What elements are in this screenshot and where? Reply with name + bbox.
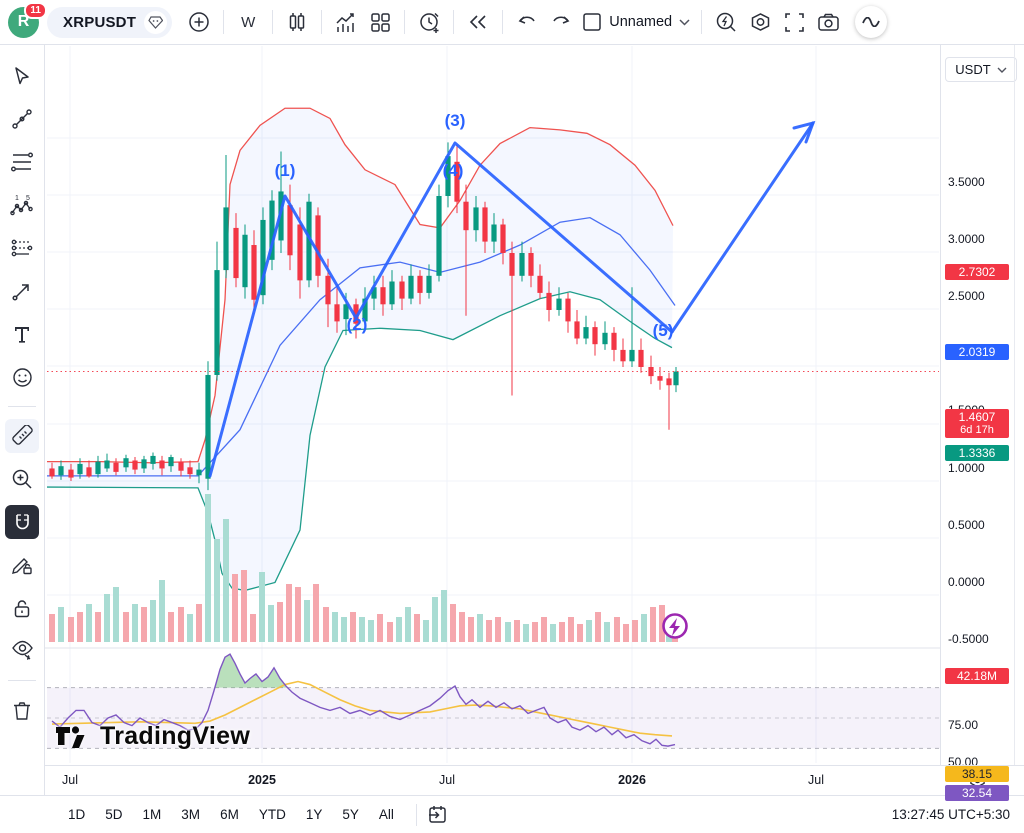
alert-icon[interactable] (412, 5, 446, 39)
layout-name: Unnamed (609, 14, 673, 30)
settings-icon[interactable] (743, 5, 777, 39)
range-button-5d[interactable]: 5D (105, 807, 123, 822)
layout-square-icon (583, 13, 601, 31)
price-tick: -0.5000 (948, 632, 989, 646)
replay-icon[interactable] (461, 5, 495, 39)
price-tick: 0.0000 (948, 575, 985, 589)
add-symbol-button[interactable] (182, 5, 216, 39)
hide-all-tool[interactable] (5, 634, 39, 668)
top-toolbar: R 11 XRPUSDT W (0, 0, 1024, 45)
go-to-date-icon[interactable] (427, 804, 448, 825)
range-button-1d[interactable]: 1D (68, 807, 86, 822)
svg-text:5: 5 (26, 195, 30, 202)
last-price-value: 1.4607 (958, 409, 996, 424)
lock-all-tool[interactable] (5, 591, 39, 625)
undo-icon[interactable] (510, 5, 544, 39)
chart-area[interactable]: (1) (2) (3) (4) (5) TradingView USDT 3.5000 3… (45, 45, 1024, 808)
arrow-marker-tool[interactable] (5, 274, 39, 308)
avatar-letter: R (17, 13, 30, 30)
drawing-lock-tool[interactable] (5, 548, 39, 582)
currency-label: USDT (955, 62, 991, 77)
price-tick: 2.5000 (948, 289, 985, 303)
text-tool[interactable] (5, 317, 39, 351)
price-tick: 1.0000 (948, 461, 985, 475)
price-tick: 3.0000 (948, 232, 985, 246)
range-button-1y[interactable]: 1Y (305, 807, 323, 822)
time-axis[interactable]: Jul 2025 Jul 2026 Jul (45, 765, 1024, 795)
candles-layer (49, 142, 679, 491)
chart-canvas[interactable]: (1) (2) (3) (4) (5) (45, 45, 940, 765)
price-tick: 3.5000 (948, 175, 985, 189)
symbol-name: XRPUSDT (63, 13, 137, 31)
wave-label-5[interactable]: (5) (653, 321, 674, 340)
emoji-tool[interactable] (5, 360, 39, 394)
trend-line-tool[interactable] (5, 102, 39, 136)
range-button-1m[interactable]: 1M (142, 807, 162, 822)
range-button-3m[interactable]: 3M (181, 807, 201, 822)
price-axis[interactable]: USDT 3.50003.00002.50002.00001.50001.000… (940, 45, 1024, 808)
elliott-wave-drawing[interactable]: (1) (2) (3) (4) (5) (208, 111, 816, 478)
bottom-toolbar: 1D 5D 1M 3M 6M YTD 1Y 5Y All 13:27:45 UTC+5:30 (0, 795, 1024, 833)
quick-search-icon[interactable] (709, 5, 743, 39)
fullscreen-icon[interactable] (777, 5, 811, 39)
projection-tool[interactable] (5, 231, 39, 265)
rsi-ma-badge: 38.15 (945, 766, 1009, 782)
volume-badge: 42.18M (945, 668, 1009, 684)
svg-text:1: 1 (15, 195, 19, 202)
price-level-badge-mid: 2.0319 (945, 344, 1009, 360)
bollinger-bands (46, 107, 676, 592)
wave-label-4[interactable]: (4) (443, 161, 464, 180)
currency-toggle[interactable]: USDT (945, 57, 1017, 82)
last-price-badge: 1.4607 6d 17h (945, 409, 1009, 438)
time-tick: Jul (439, 773, 455, 787)
remove-all-tool[interactable] (5, 693, 39, 727)
symbol-search-button[interactable]: XRPUSDT (47, 6, 173, 38)
squiggle-icon (862, 17, 880, 27)
notification-badge: 11 (24, 1, 47, 19)
time-tick: 2025 (248, 773, 276, 787)
flash-marker-icon[interactable] (662, 613, 688, 639)
measure-ruler-tool[interactable] (5, 419, 39, 453)
rsi-pane (47, 653, 940, 749)
range-button-6m[interactable]: 6M (220, 807, 239, 822)
indicator-templates-icon[interactable] (363, 5, 397, 39)
price-level-badge-upper: 2.7302 (945, 264, 1009, 280)
redo-icon[interactable] (544, 5, 578, 39)
wave-label-1[interactable]: (1) (275, 161, 296, 180)
clock[interactable]: 13:27:45 UTC+5:30 (891, 807, 1010, 822)
wave-label-3[interactable]: (3) (445, 111, 466, 130)
time-tick: Jul (808, 773, 824, 787)
cursor-tool[interactable] (5, 59, 39, 93)
magnet-tool[interactable] (5, 505, 39, 539)
publish-idea-button[interactable] (855, 6, 888, 38)
snapshot-icon[interactable] (811, 5, 845, 39)
price-tick: 75.00 (948, 718, 979, 732)
bar-countdown: 6d 17h (960, 423, 994, 436)
wave-label-2[interactable]: (2) (347, 315, 368, 334)
fib-retracement-tool[interactable] (5, 145, 39, 179)
range-button-ytd[interactable]: YTD (258, 807, 286, 822)
volume-bars (49, 494, 678, 642)
layout-selector[interactable]: Unnamed (578, 12, 694, 32)
chevron-down-icon (997, 67, 1007, 73)
broker-diamond-icon (144, 10, 168, 34)
interval-button[interactable]: W (241, 13, 256, 31)
candle-style-icon[interactable] (280, 5, 314, 39)
time-tick: 2026 (618, 773, 646, 787)
price-tick: 0.5000 (948, 518, 985, 532)
user-avatar[interactable]: R 11 (8, 1, 47, 38)
indicators-icon[interactable] (329, 5, 363, 39)
range-button-all[interactable]: All (378, 807, 394, 822)
price-level-badge-low: 1.3336 (945, 445, 1009, 461)
chevron-down-icon (679, 18, 690, 26)
rsi-badge: 32.54 (945, 785, 1009, 801)
range-button-5y[interactable]: 5Y (342, 807, 359, 822)
time-tick: Jul (62, 773, 78, 787)
zoom-in-tool[interactable] (5, 462, 39, 496)
